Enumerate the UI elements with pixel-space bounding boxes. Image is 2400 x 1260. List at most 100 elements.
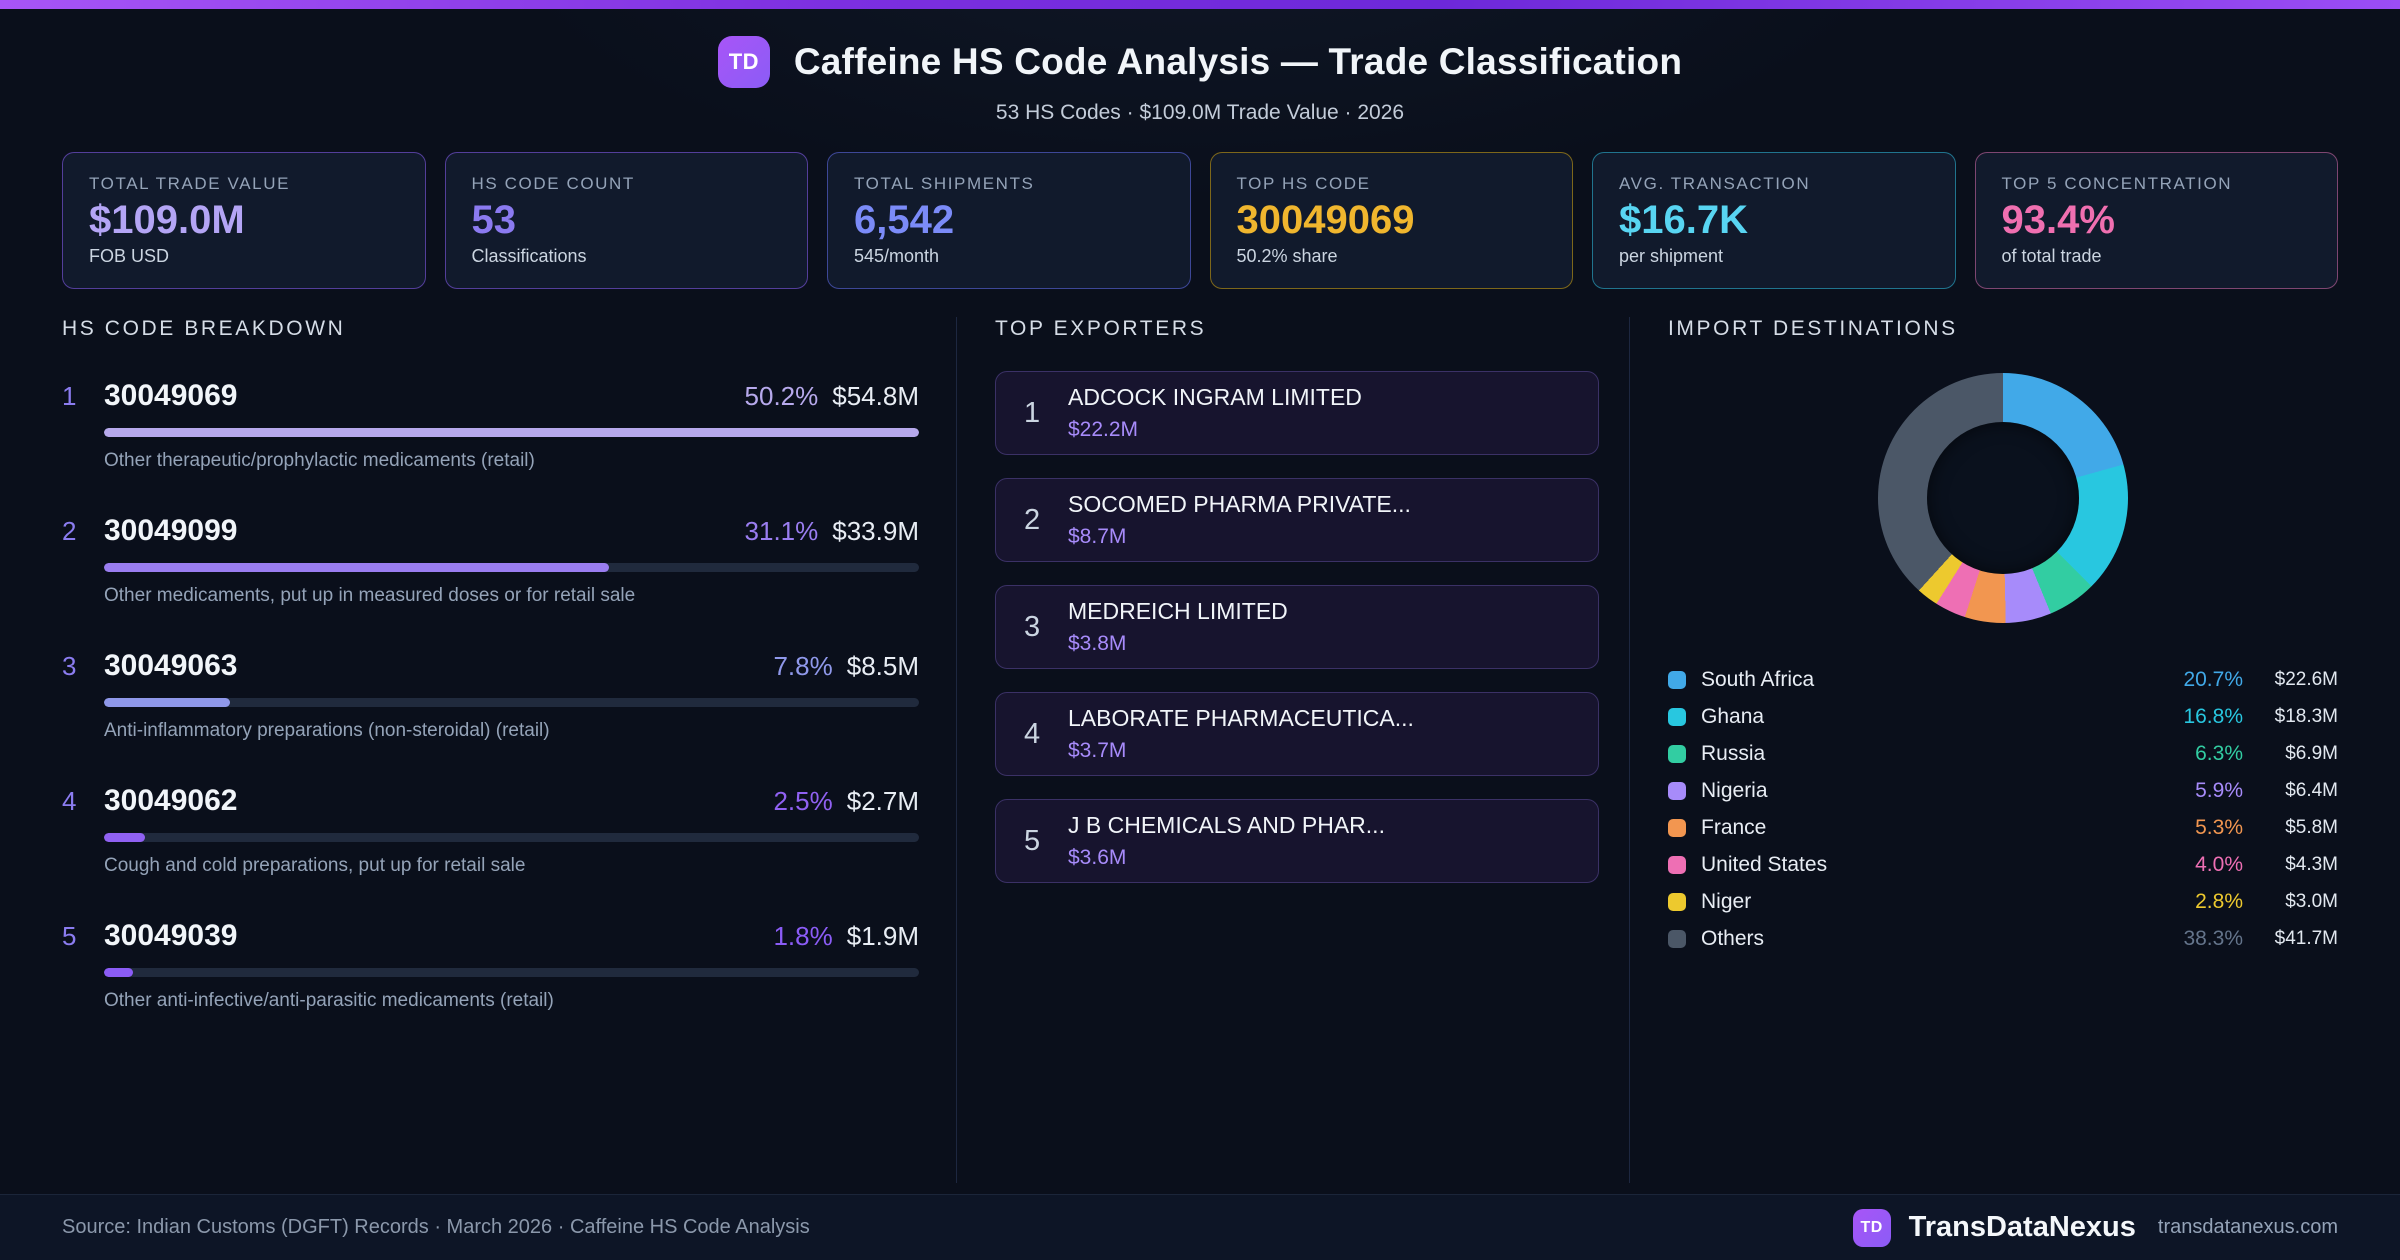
stat-card-sub: 50.2% share <box>1236 246 1338 266</box>
legend-swatch-icon <box>1668 744 1686 763</box>
destinations-heading: IMPORT DESTINATIONS <box>1668 317 1958 340</box>
hs-trade-value: $33.9M <box>832 516 919 546</box>
legend-swatch-icon <box>1668 707 1686 726</box>
exporter-name: SOCOMED PHARMA PRIVATE... <box>1068 491 1411 517</box>
legend-pct: 38.3% <box>2183 926 2243 950</box>
exporter-value: $3.7M <box>1068 739 1127 762</box>
stat-card-label: TOTAL TRADE VALUE <box>89 174 291 193</box>
legend-pct: 5.3% <box>2195 815 2243 839</box>
hs-trade-value: $1.9M <box>846 921 919 951</box>
stat-card-sub: 545/month <box>854 246 940 266</box>
exporter-rank: 4 <box>1024 717 1041 750</box>
legend-value: $22.6M <box>2274 668 2338 690</box>
stat-card-value: 30049069 <box>1236 198 1415 242</box>
hs-code: 30049062 <box>104 784 238 817</box>
exporter-list: 1 ADCOCK INGRAM LIMITED $22.2M 2 SOCOMED PHA… <box>995 371 1599 883</box>
stat-card-sub: Classifications <box>471 246 587 266</box>
hs-breakdown-row: 4 30049062 2.5% $2.7M Cough and cold prepara… <box>62 784 919 877</box>
hs-description: Anti-inflammatory preparations (non-ster… <box>104 720 550 741</box>
stat-card-value: $16.7K <box>1619 198 1748 242</box>
legend-pct: 5.9% <box>2195 778 2243 802</box>
exporter-name: J B CHEMICALS AND PHAR... <box>1068 812 1385 838</box>
stat-card-label: AVG. TRANSACTION <box>1619 174 1811 193</box>
hs-code: 30049099 <box>104 514 238 547</box>
hs-breakdown-row: 5 30049039 1.8% $1.9M Other anti-infective/a… <box>62 919 919 1012</box>
exporter-name: MEDREICH LIMITED <box>1068 598 1288 624</box>
stat-card: AVG. TRANSACTION $16.7K per shipment <box>1592 152 1956 289</box>
hs-bar-track <box>104 968 919 977</box>
exporter-card[interactable]: 4 LABORATE PHARMACEUTICA... $3.7M <box>995 692 1599 776</box>
hs-bar-fill <box>104 968 134 977</box>
legend-value: $6.4M <box>2285 779 2338 801</box>
donut-hole <box>1927 422 2079 574</box>
exporter-rank: 2 <box>1024 503 1041 536</box>
hs-breakdown-row: 2 30049099 31.1% $33.9M Other medicaments, p… <box>62 514 919 607</box>
exporter-card[interactable]: 3 MEDREICH LIMITED $3.8M <box>995 585 1599 669</box>
exporter-card[interactable]: 2 SOCOMED PHARMA PRIVATE... $8.7M <box>995 478 1599 562</box>
legend-label: Nigeria <box>1701 778 1768 802</box>
legend-swatch-icon <box>1668 929 1686 948</box>
hs-breakdown-row: 3 30049063 7.8% $8.5M Anti-inflammatory prep… <box>62 649 919 742</box>
hs-trade-value: $8.5M <box>846 651 919 681</box>
hs-description: Cough and cold preparations, put up for … <box>104 855 526 876</box>
hs-share-pct: 1.8% <box>773 921 833 951</box>
legend-label: France <box>1701 815 1767 839</box>
main-content: HS CODE BREAKDOWN 1 30049069 50.2% $54.8M Ot… <box>62 317 2338 1183</box>
legend-swatch-icon <box>1668 818 1686 837</box>
exporter-name: LABORATE PHARMACEUTICA... <box>1068 705 1414 731</box>
legend-value: $18.3M <box>2274 705 2338 727</box>
legend-row: Russia 6.3% $6.9M <box>1668 735 2338 772</box>
stat-card-value: 6,542 <box>854 198 955 242</box>
stat-card: TOTAL SHIPMENTS 6,542 545/month <box>827 152 1191 289</box>
legend-pct: 4.0% <box>2195 852 2243 876</box>
legend-label: Others <box>1701 926 1765 950</box>
hs-bar-track <box>104 428 919 437</box>
hs-code: 30049069 <box>104 379 238 412</box>
hs-breakdown-row: 1 30049069 50.2% $54.8M Other therapeutic/pr… <box>62 379 919 472</box>
legend-label: Ghana <box>1701 704 1765 728</box>
legend-row: South Africa 20.7% $22.6M <box>1668 661 2338 698</box>
hs-code: 30049039 <box>104 919 238 952</box>
exporter-card[interactable]: 5 J B CHEMICALS AND PHAR... $3.6M <box>995 799 1599 883</box>
hs-share-pct: 7.8% <box>773 651 833 681</box>
hs-share-pct: 31.1% <box>744 516 819 546</box>
exporter-value: $3.6M <box>1068 846 1127 869</box>
legend-label: South Africa <box>1701 667 1815 691</box>
brand-badge: TD <box>717 36 770 88</box>
legend-row: Others 38.3% $41.7M <box>1668 920 2338 957</box>
hs-rank: 4 <box>62 786 77 816</box>
stat-card: TOP 5 CONCENTRATION 93.4% of total trade <box>1974 152 2338 289</box>
stat-card: HS CODE COUNT 53 Classifications <box>444 152 808 289</box>
hs-rank: 3 <box>62 651 77 681</box>
exporter-value: $3.8M <box>1068 632 1127 655</box>
legend-row: United States 4.0% $4.3M <box>1668 846 2338 883</box>
legend-pct: 6.3% <box>2195 741 2243 765</box>
hs-bar-fill <box>104 563 610 572</box>
hs-bar-track <box>104 563 919 572</box>
page-title: Caffeine HS Code Analysis — Trade Classi… <box>793 41 1683 82</box>
hs-rank: 1 <box>62 381 77 411</box>
legend-value: $5.8M <box>2285 816 2338 838</box>
hs-share-pct: 50.2% <box>744 381 819 411</box>
legend-row: Nigeria 5.9% $6.4M <box>1668 772 2338 809</box>
destinations-section: IMPORT DESTINATIONS South Africa 20.7% $22… <box>1630 317 2338 1183</box>
footer-brand-badge: TD <box>1852 1208 1891 1247</box>
hs-description: Other anti-infective/anti-parasitic medi… <box>104 990 554 1011</box>
stats-row: TOTAL TRADE VALUE $109.0M FOB USD HS CODE C… <box>62 152 2338 289</box>
stat-card-sub: per shipment <box>1619 246 1724 266</box>
hs-breakdown-section: HS CODE BREAKDOWN 1 30049069 50.2% $54.8M Ot… <box>62 317 957 1183</box>
legend-value: $41.7M <box>2274 927 2338 949</box>
stat-card-label: TOP 5 CONCENTRATION <box>2001 174 2233 193</box>
stat-card-value: 93.4% <box>2001 198 2115 242</box>
hs-share-pct: 2.5% <box>773 786 833 816</box>
page-subtitle: 53 HS Codes · $109.0M Trade Value · 2026 <box>995 101 1405 124</box>
exporter-rank: 5 <box>1024 824 1041 857</box>
hs-list: 1 30049069 50.2% $54.8M Other therapeutic/pr… <box>62 379 919 1012</box>
stat-card-label: TOP HS CODE <box>1236 174 1371 193</box>
legend-swatch-icon <box>1668 670 1686 689</box>
hs-bar-fill <box>104 428 919 437</box>
exporter-card[interactable]: 1 ADCOCK INGRAM LIMITED $22.2M <box>995 371 1599 455</box>
footer-brand: TD TransDataNexus transdatanexus.com <box>1852 1208 2338 1247</box>
legend-pct: 2.8% <box>2195 889 2243 913</box>
